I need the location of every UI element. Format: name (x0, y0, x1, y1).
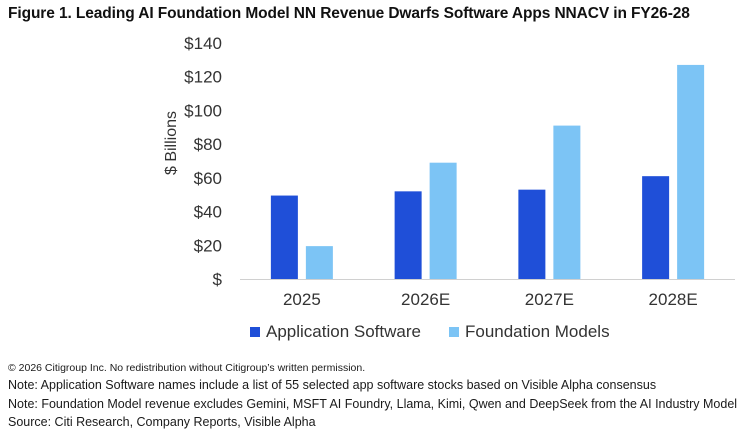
y-tick-label: $100 (184, 101, 222, 120)
legend-item-foundation-models: Foundation Models (448, 322, 610, 342)
note-foundation-model: Note: Foundation Model revenue excludes … (8, 396, 738, 411)
y-tick-label: $ (213, 270, 223, 289)
legend-label: Application Software (266, 322, 421, 341)
x-tick-label: 2028E (649, 290, 698, 309)
y-tick-label: $20 (194, 236, 222, 255)
y-tick-labels: $ $20 $40 $60 $80 $100 $120 $140 (184, 34, 222, 289)
y-tick-label: $140 (184, 34, 222, 53)
chart-legend: Application Software Foundation Models (250, 322, 638, 342)
bar-application-software-2027e (518, 189, 546, 279)
legend-swatch (448, 327, 459, 337)
legend-item-application-software: Application Software (250, 322, 421, 342)
bars-group (270, 64, 705, 280)
y-axis-label-group: $ Billions (163, 111, 180, 175)
bar-chart: $ Billions $ $20 $40 $60 $80 $100 $120 $140 202… (163, 34, 735, 309)
bar-foundation-models-2025 (305, 246, 333, 279)
chart-title: Figure 1. Leading AI Foundation Model NN… (8, 5, 690, 22)
x-tick-label: 2027E (525, 290, 574, 309)
y-tick-label: $40 (194, 203, 222, 222)
bar-application-software-2028e (642, 176, 670, 279)
bar-application-software-2026e (394, 191, 422, 279)
copyright-text: © 2026 Citigroup Inc. No redistribution … (8, 362, 366, 374)
x-tick-labels: 2025 2026E 2027E 2028E (283, 290, 698, 309)
y-tick-label: $80 (194, 135, 222, 154)
bar-application-software-2025 (270, 195, 298, 279)
y-tick-label: $120 (184, 68, 222, 87)
bar-foundation-models-2028e (677, 64, 705, 280)
x-tick-label: 2026E (401, 290, 450, 309)
x-tick-label: 2025 (283, 290, 321, 309)
legend-swatch (250, 327, 260, 337)
footer-notes: © 2026 Citigroup Inc. No redistribution … (8, 360, 737, 432)
legend-label: Foundation Models (464, 322, 610, 341)
y-axis-label: $ Billions (163, 111, 180, 175)
bar-foundation-models-2027e (553, 125, 581, 279)
note-application-software: Note: Application Software names include… (8, 378, 657, 392)
bar-foundation-models-2026e (429, 162, 457, 279)
source-text: Source: Citi Research, Company Reports, … (8, 415, 316, 430)
y-tick-label: $60 (194, 169, 222, 188)
